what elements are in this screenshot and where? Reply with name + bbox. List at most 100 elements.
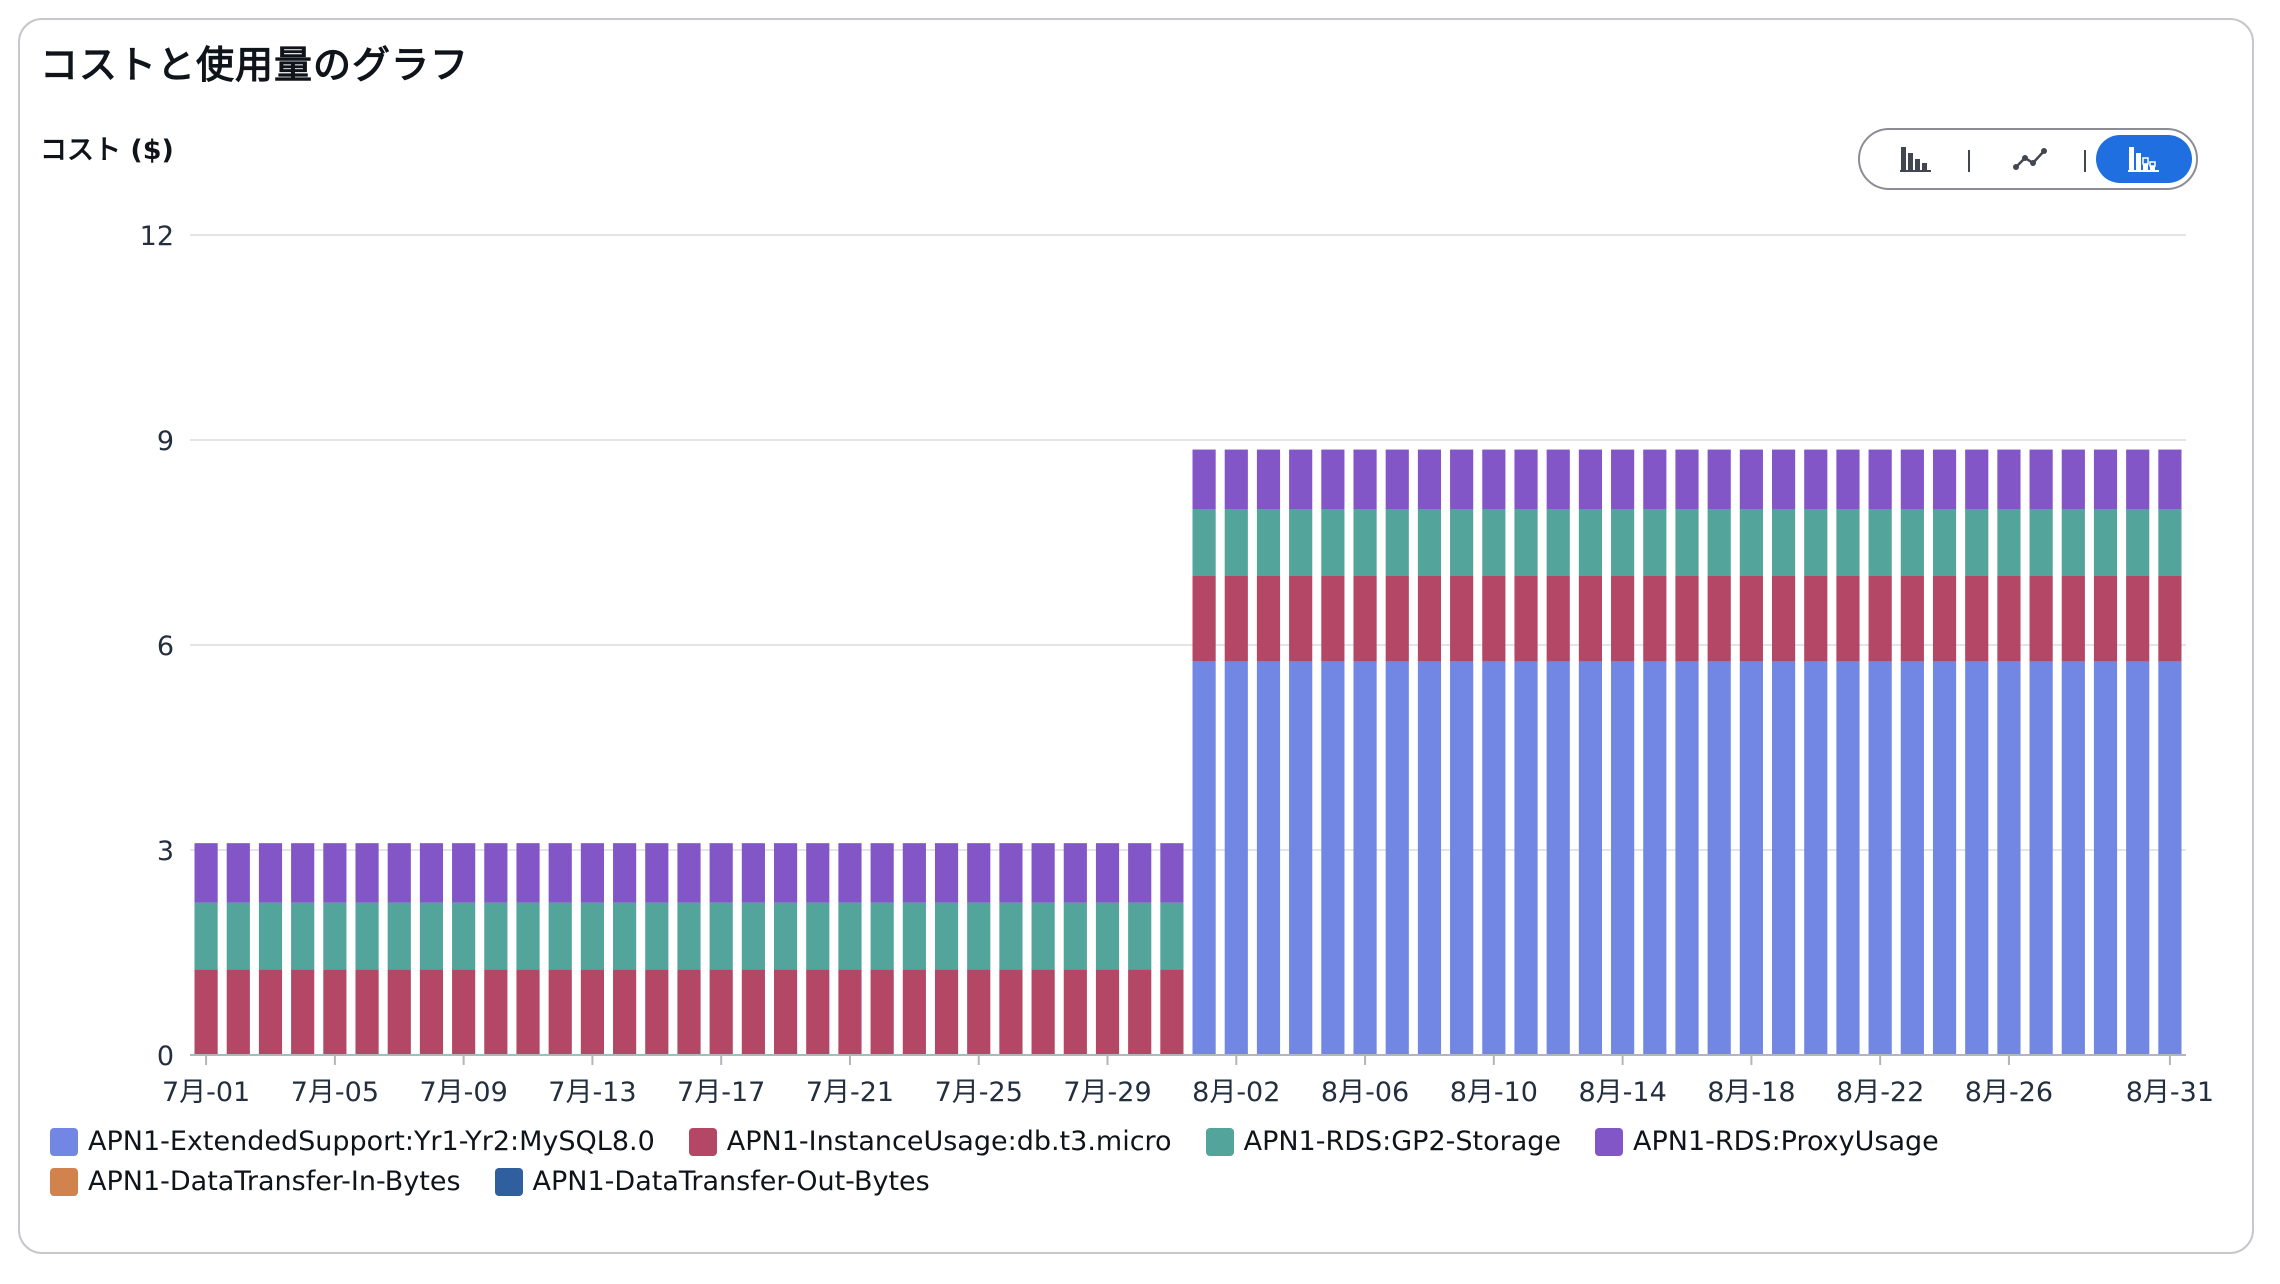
bar-segment-gp2-storage: [1321, 509, 1345, 576]
bar-segment-gp2-storage: [258, 902, 283, 970]
bar-segment-extended-support: [1707, 661, 1731, 1055]
bar-segment-gp2-storage: [2126, 509, 2150, 576]
bar-segment-proxy-usage: [1578, 449, 1603, 510]
bar-segment-extended-support: [1224, 661, 1248, 1055]
bar-segment-gp2-storage: [1997, 509, 2021, 576]
bar-segment-proxy-usage: [677, 843, 701, 903]
y-tick-label: 6: [157, 631, 174, 662]
bar-segment-extended-support: [1514, 661, 1538, 1055]
legend-item-gp2-storage[interactable]: APN1-RDS:GP2-Storage: [1205, 1122, 1562, 1162]
legend-row: APN1-ExtendedSupport:Yr1-Yr2:MySQL8.0 AP…: [50, 1122, 2200, 1162]
y-tick-label: 0: [157, 1041, 174, 1072]
bar-segment-gp2-storage: [1192, 509, 1216, 576]
stacked-bar-chart-button[interactable]: [2096, 135, 2192, 183]
bar-segment-gp2-storage: [870, 902, 894, 970]
legend-item-data-transfer-in[interactable]: APN1-DataTransfer-In-Bytes: [50, 1162, 461, 1202]
bar-segment-instance-usage: [1385, 575, 1409, 662]
bar-segment-proxy-usage: [1965, 449, 1989, 510]
legend-item-proxy-usage[interactable]: APN1-RDS:ProxyUsage: [1595, 1122, 1939, 1162]
bar-segment-gp2-storage: [709, 902, 733, 970]
bar-segment-gp2-storage: [452, 902, 476, 970]
bar-segment-instance-usage: [2126, 575, 2150, 662]
x-tick-label: 8月-14: [1578, 1077, 1666, 1108]
bar-segment-instance-usage: [999, 969, 1023, 1055]
bar-segment-instance-usage: [870, 969, 894, 1055]
bar-segment-proxy-usage: [2029, 449, 2053, 510]
bar-segment-instance-usage: [1450, 575, 1474, 662]
bar-segment-gp2-storage: [291, 902, 315, 970]
bar-segment-extended-support: [2158, 661, 2182, 1055]
bar-segment-proxy-usage: [709, 843, 733, 903]
bar-segment-gp2-storage: [1675, 509, 1699, 576]
bar-segment-gp2-storage: [1031, 902, 1055, 970]
bar-segment-gp2-storage: [773, 902, 798, 970]
bar-segment-proxy-usage: [419, 843, 444, 903]
bar-segment-instance-usage: [1031, 969, 1055, 1055]
bar-segment-gp2-storage: [902, 902, 926, 970]
line-chart-button[interactable]: [1982, 135, 2078, 183]
bar-segment-proxy-usage: [967, 843, 991, 903]
bar-segment-extended-support: [2126, 661, 2150, 1055]
bar-segment-gp2-storage: [516, 902, 540, 970]
bar-segment-proxy-usage: [1997, 449, 2021, 510]
bar-segment-proxy-usage: [838, 843, 862, 903]
bar-segment-gp2-storage: [1385, 509, 1409, 576]
bar-segment-extended-support: [1611, 661, 1635, 1055]
y-tick-label: 9: [157, 426, 174, 457]
chart-type-toggle: [1858, 128, 2198, 190]
bar-segment-instance-usage: [1482, 575, 1506, 662]
bar-segment-proxy-usage: [1932, 449, 1957, 510]
bar-segment-gp2-storage: [1804, 509, 1828, 576]
bar-segment-extended-support: [1578, 661, 1603, 1055]
bar-segment-proxy-usage: [1611, 449, 1635, 510]
bar-segment-gp2-storage: [613, 902, 637, 970]
bar-segment-gp2-storage: [1514, 509, 1538, 576]
legend-label: APN1-RDS:ProxyUsage: [1633, 1126, 1939, 1157]
bar-segment-instance-usage: [419, 969, 444, 1055]
bar-chart-button[interactable]: [1868, 135, 1964, 183]
bar-segment-gp2-storage: [1868, 509, 1892, 576]
bar-segment-instance-usage: [226, 969, 250, 1055]
bar-segment-instance-usage: [2093, 575, 2118, 662]
bar-segment-instance-usage: [484, 969, 508, 1055]
bar-segment-gp2-storage: [645, 902, 669, 970]
x-tick-label: 7月-29: [1063, 1077, 1151, 1108]
bar-segment-instance-usage: [838, 969, 862, 1055]
bar-segment-gp2-storage: [2158, 509, 2182, 576]
legend-label: APN1-ExtendedSupport:Yr1-Yr2:MySQL8.0: [88, 1126, 655, 1157]
chart-legend: APN1-ExtendedSupport:Yr1-Yr2:MySQL8.0 AP…: [50, 1122, 2200, 1202]
bar-segment-proxy-usage: [1385, 449, 1409, 510]
legend-item-instance-usage[interactable]: APN1-InstanceUsage:db.t3.micro: [688, 1122, 1172, 1162]
bar-segment-instance-usage: [194, 969, 218, 1055]
x-tick-label: 8月-26: [1965, 1077, 2053, 1108]
bar-segment-instance-usage: [548, 969, 572, 1055]
bar-segment-gp2-storage: [2029, 509, 2053, 576]
toggle-separator: [1968, 150, 1970, 172]
bar-segment-extended-support: [1546, 661, 1570, 1055]
bar-segment-instance-usage: [1417, 575, 1442, 662]
legend-swatch: [50, 1128, 78, 1156]
x-tick-label: 8月-02: [1192, 1077, 1280, 1108]
bar-segment-instance-usage: [258, 969, 283, 1055]
legend-label: APN1-RDS:GP2-Storage: [1243, 1126, 1562, 1157]
legend-item-data-transfer-out[interactable]: APN1-DataTransfer-Out-Bytes: [494, 1162, 930, 1202]
bar-segment-instance-usage: [1900, 575, 1924, 662]
bar-segment-gp2-storage: [1417, 509, 1442, 576]
legend-item-extended-support[interactable]: APN1-ExtendedSupport:Yr1-Yr2:MySQL8.0: [50, 1122, 655, 1162]
x-tick-label: 8月-10: [1450, 1077, 1538, 1108]
bar-segment-proxy-usage: [2093, 449, 2118, 510]
bar-segment-gp2-storage: [226, 902, 250, 970]
bar-segment-proxy-usage: [1450, 449, 1474, 510]
bar-segment-extended-support: [1739, 661, 1763, 1055]
x-tick-label: 8月-06: [1321, 1077, 1409, 1108]
bar-segment-proxy-usage: [2061, 449, 2085, 510]
bar-segment-extended-support: [1450, 661, 1474, 1055]
bar-segment-proxy-usage: [902, 843, 926, 903]
legend-swatch: [688, 1128, 717, 1156]
bar-segment-proxy-usage: [1804, 449, 1828, 510]
bar-segment-proxy-usage: [1192, 449, 1216, 510]
bar-segment-proxy-usage: [1739, 449, 1763, 510]
bar-segment-gp2-storage: [934, 902, 959, 970]
x-tick-label: 8月-18: [1707, 1077, 1795, 1108]
bar-segment-instance-usage: [645, 969, 669, 1055]
